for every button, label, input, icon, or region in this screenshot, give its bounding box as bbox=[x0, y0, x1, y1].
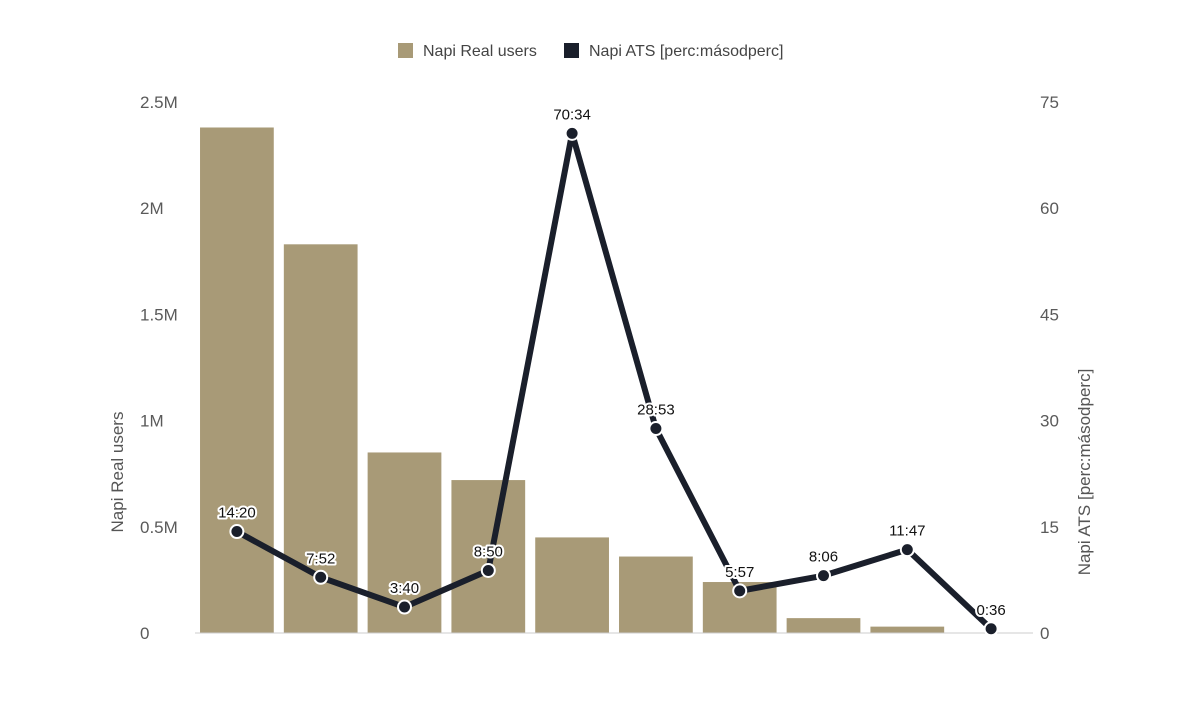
y-right-tick-label: 75 bbox=[1040, 93, 1059, 112]
line-data-label: 11:47 bbox=[889, 523, 925, 540]
data-labels: 14:20 7:52 3:40 8:50 70:34 28:53 5:57 8:06 11:47… bbox=[216, 104, 1008, 620]
legend-swatch-line bbox=[564, 43, 579, 58]
bar bbox=[786, 618, 861, 633]
line-data-label: 3:40 bbox=[390, 580, 419, 597]
line-data-label: 70:34 bbox=[553, 106, 591, 123]
legend-label-line: Napi ATS [perc:másodperc] bbox=[589, 43, 783, 60]
y-right-tick-label: 60 bbox=[1040, 199, 1059, 218]
line-data-label: 8:06 bbox=[809, 549, 838, 566]
line-data-label: 28:53 bbox=[637, 402, 675, 419]
y-left-tick-label: 2M bbox=[140, 199, 164, 218]
bar bbox=[870, 626, 945, 633]
legend-label-bars: Napi Real users bbox=[423, 43, 537, 60]
line-data-label: 14:20 bbox=[218, 505, 256, 522]
line-point bbox=[229, 524, 245, 540]
line-point bbox=[397, 599, 412, 615]
legend-swatch-bars bbox=[398, 43, 413, 58]
bar bbox=[535, 537, 609, 633]
line-point bbox=[816, 568, 831, 584]
line-data-label: 7:52 bbox=[306, 550, 335, 567]
line-data-label: 5:57 bbox=[725, 564, 754, 581]
legend: Napi Real users Napi ATS [perc:másodperc… bbox=[398, 43, 783, 60]
y-left-tick-label: 1.5M bbox=[140, 305, 178, 324]
ats-line bbox=[233, 130, 995, 632]
line-point bbox=[899, 542, 915, 558]
y-right-tick-label: 45 bbox=[1040, 305, 1059, 324]
y-left-ticks: 0 0.5M 1M 1.5M 2M 2.5M bbox=[140, 93, 178, 643]
y-left-tick-label: 2.5M bbox=[140, 93, 178, 112]
line-point bbox=[313, 569, 329, 585]
y-right-tick-label: 15 bbox=[1040, 518, 1059, 537]
y-right-tick-label: 0 bbox=[1040, 624, 1049, 643]
line-point bbox=[732, 583, 748, 599]
y-left-tick-label: 0 bbox=[140, 624, 149, 643]
y-left-tick-label: 0.5M bbox=[140, 518, 178, 537]
line-point bbox=[480, 562, 496, 578]
y-left-tick-label: 1M bbox=[140, 412, 164, 431]
y-right-tick-label: 30 bbox=[1040, 412, 1059, 431]
y-right-axis-title: Napi ATS [perc:másodperc] bbox=[1075, 369, 1094, 576]
line-point bbox=[564, 125, 580, 141]
bar bbox=[200, 127, 274, 633]
bar bbox=[283, 244, 358, 634]
bar bbox=[619, 556, 693, 633]
line-series bbox=[229, 125, 999, 637]
line-data-label: 8:50 bbox=[474, 543, 503, 560]
line-data-label: 0:36 bbox=[976, 602, 1005, 619]
y-right-ticks: 0 15 30 45 60 75 bbox=[1040, 93, 1059, 643]
line-point bbox=[983, 621, 999, 637]
line-point bbox=[648, 421, 664, 437]
y-left-axis-title: Napi Real users bbox=[108, 412, 127, 533]
bar-series bbox=[200, 127, 945, 634]
